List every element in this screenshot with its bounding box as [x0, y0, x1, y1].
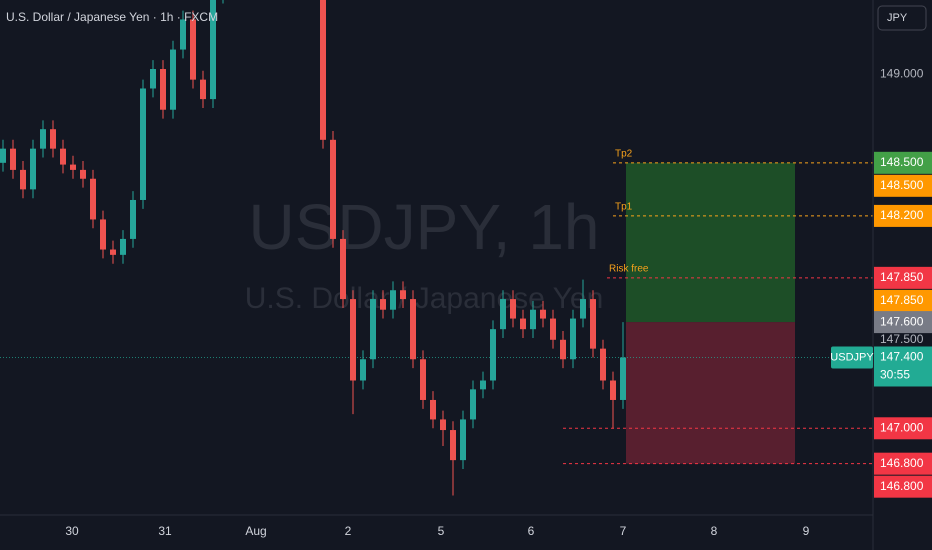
candle-body [80, 169, 86, 179]
candle-body [90, 178, 96, 220]
price-badge-label: 146.800 [880, 456, 924, 470]
candle-body [40, 129, 46, 149]
candle-body [150, 69, 156, 89]
price-badge [874, 151, 932, 174]
candle-body [160, 69, 166, 110]
candle-body [130, 199, 136, 239]
candle-body [420, 359, 426, 400]
candle-body [140, 88, 146, 200]
price-badge [874, 311, 932, 334]
candle-body [120, 238, 126, 255]
price-badge-label: 148.500 [880, 155, 924, 169]
watermark-subtitle: U.S. Dollar / Japanese Yen [245, 282, 604, 315]
candle-body [470, 389, 476, 420]
candle-body [180, 19, 186, 50]
candle-body [30, 148, 36, 190]
candle-body [330, 139, 336, 239]
x-tick-label: Aug [245, 524, 266, 538]
candle-body [10, 148, 16, 170]
price-badge [874, 266, 932, 289]
candle-body [620, 357, 626, 400]
candle-body [380, 299, 386, 310]
x-tick-label: 6 [528, 524, 535, 538]
watermark: USDJPY, 1h [249, 191, 600, 263]
level-label: Risk free [609, 263, 649, 274]
candle-body [600, 348, 606, 381]
level-label: Tp2 [615, 148, 633, 159]
x-tick-label: 31 [158, 524, 172, 538]
price-badge-label: 147.400 [880, 350, 924, 364]
candle-body [440, 419, 446, 431]
candle-body [210, 0, 216, 100]
x-tick-label: 30 [65, 524, 79, 538]
x-tick-label: 8 [711, 524, 718, 538]
price-badge [874, 417, 932, 440]
candle-body [100, 219, 106, 250]
price-badge-label: 148.200 [880, 208, 924, 222]
candle-body [430, 399, 436, 420]
candle-body [50, 129, 56, 149]
price-badge [874, 475, 932, 498]
candle-body [520, 318, 526, 330]
price-badge-label: 148.500 [880, 178, 924, 192]
x-tick-label: 2 [345, 524, 352, 538]
candle-body [540, 309, 546, 319]
candle-body [190, 19, 196, 80]
price-badge [874, 346, 932, 387]
candle-body [480, 380, 486, 390]
candle-body [60, 148, 66, 165]
candle-body [200, 79, 206, 100]
price-badge [874, 452, 932, 475]
candle-body [360, 359, 366, 381]
price-badge [874, 289, 932, 312]
y-tick-label: 149.000 [880, 67, 924, 81]
profit-zone [626, 162, 795, 323]
countdown: 30:55 [880, 368, 910, 382]
candle-body [490, 329, 496, 381]
x-tick-label: 9 [803, 524, 810, 538]
level-label: Tp1 [615, 202, 633, 213]
candle-body [390, 290, 396, 310]
y-tick-label: 147.500 [880, 332, 924, 346]
candle-body [400, 290, 406, 300]
candle-body [590, 299, 596, 349]
price-badge-label: 147.850 [880, 293, 924, 307]
price-badge-label: 147.000 [880, 420, 924, 434]
candle-body [570, 318, 576, 360]
candle-body [70, 164, 76, 170]
price-badge-label: 147.600 [880, 314, 924, 328]
candle-body [510, 299, 516, 319]
candle-body [530, 309, 536, 330]
price-badge [874, 174, 932, 197]
candle-body [460, 419, 466, 461]
candle-body [340, 238, 346, 300]
candle-body [580, 299, 586, 319]
x-tick-label: 5 [438, 524, 445, 538]
candle-body [370, 299, 376, 360]
candle-body [320, 0, 326, 140]
candle-body [170, 49, 176, 110]
candle-body [500, 299, 506, 330]
x-tick-label: 7 [620, 524, 627, 538]
price-badge-label: 147.850 [880, 270, 924, 284]
chart-title: U.S. Dollar / Japanese Yen · 1h · FXCM [6, 10, 218, 24]
candle-body [560, 339, 566, 360]
currency-label: JPY [887, 12, 908, 24]
candle-body [610, 380, 616, 400]
candle-body [350, 299, 356, 381]
loss-zone [626, 322, 795, 464]
currency-button[interactable] [877, 5, 927, 31]
price-badge-label: 146.800 [880, 479, 924, 493]
candle-body [550, 318, 556, 340]
plot-area: Tp2 Tp1 Risk free [0, 0, 873, 496]
candle-body [110, 249, 116, 255]
candle-body [410, 299, 416, 360]
candle-body [450, 430, 456, 461]
candle-body [20, 169, 26, 190]
price-badge [874, 204, 932, 227]
candle-body [0, 148, 6, 163]
symbol-label: USDJPY [830, 351, 874, 363]
symbol-badge [831, 346, 873, 369]
